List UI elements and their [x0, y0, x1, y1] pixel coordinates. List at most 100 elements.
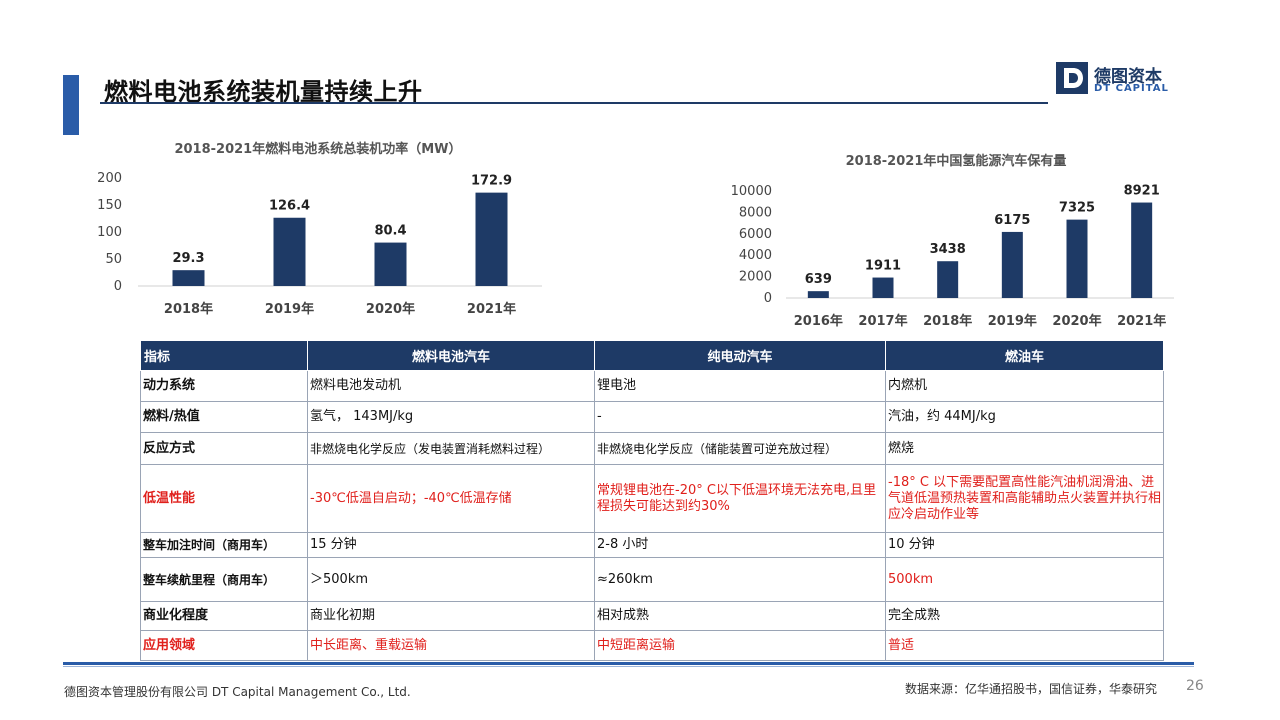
x-category-label: 2021年: [1117, 313, 1166, 329]
cell-ice: -18° C 以下需要配置高性能汽油机润滑油、进气道低温预热装置和高能辅助点火装…: [885, 464, 1164, 533]
header-metric: 指标: [140, 340, 308, 371]
data-label: 639: [805, 272, 832, 287]
table-row: 应用领域 中长距离、重载运输 中短距离运输 普适: [140, 630, 1164, 661]
y-tick-label: 0: [114, 279, 122, 294]
cell-fcv: 15 分钟: [307, 532, 595, 558]
table-row: 动力系统 燃料电池发动机 锂电池 内燃机: [140, 370, 1164, 402]
row-label: 低温性能: [140, 464, 308, 533]
y-tick-label: 8000: [739, 205, 772, 220]
logo-text-en: DT CAPITAL: [1094, 83, 1169, 94]
data-label: 6175: [994, 213, 1030, 228]
y-tick-label: 100: [97, 225, 122, 240]
table-row: 反应方式 非燃烧电化学反应（发电装置消耗燃料过程） 非燃烧电化学反应（储能装置可…: [140, 432, 1164, 465]
cell-ev: 锂电池: [594, 370, 886, 402]
table-row: 燃料/热值 氢气， 143MJ/kg - 汽油，约 44MJ/kg: [140, 401, 1164, 433]
table-row: 低温性能 -30℃低温自启动；-40℃低温存储 常规锂电池在-20° C以下低温…: [140, 464, 1164, 533]
bar: [1001, 231, 1023, 298]
y-tick-label: 0: [764, 291, 772, 306]
cell-ev: -: [594, 401, 886, 433]
table-row: 商业化程度 商业化初期 相对成熟 完全成熟: [140, 601, 1164, 631]
logo-text-cn: 德图资本: [1094, 67, 1162, 87]
data-label: 8921: [1124, 184, 1160, 199]
y-tick-label: 10000: [731, 184, 772, 199]
row-label: 整车加注时间（商用车）: [140, 532, 308, 558]
x-category-label: 2019年: [988, 313, 1037, 329]
cell-ev: 中短距离运输: [594, 630, 886, 661]
x-category-label: 2020年: [1052, 313, 1101, 329]
table-row: 整车续航里程（商用车） ＞500km ≈260km 500km: [140, 557, 1164, 602]
bar: [872, 277, 894, 298]
bar: [273, 217, 306, 286]
header-electric-vehicle: 纯电动汽车: [594, 340, 886, 371]
row-label: 商业化程度: [140, 601, 308, 631]
header-fuel-vehicle: 燃油车: [885, 340, 1164, 371]
cell-ice: 燃烧: [885, 432, 1164, 465]
data-label: 126.4: [269, 199, 310, 214]
x-category-label: 2016年: [794, 313, 843, 329]
footer-company: 德图资本管理股份有限公司 DT Capital Management Co., …: [64, 685, 411, 699]
x-category-label: 2018年: [923, 313, 972, 329]
footer-divider: [63, 662, 1194, 665]
cell-fcv: 非燃烧电化学反应（发电装置消耗燃料过程）: [307, 432, 595, 465]
company-logo: 德图资本 DT CAPITAL: [1056, 62, 1180, 98]
cell-ice: 普适: [885, 630, 1164, 661]
dt-logo-icon: [1056, 62, 1088, 94]
y-tick-label: 4000: [739, 248, 772, 263]
cell-ev: 非燃烧电化学反应（储能装置可逆充放过程）: [594, 432, 886, 465]
cell-ev: ≈260km: [594, 557, 886, 602]
cell-ev: 相对成熟: [594, 601, 886, 631]
title-underline: [100, 102, 1048, 104]
row-label: 反应方式: [140, 432, 308, 465]
title-accent-bar: [63, 75, 79, 135]
cell-fcv: 氢气， 143MJ/kg: [307, 401, 595, 433]
chart-title: 2018-2021年中国氢能源汽车保有量: [846, 153, 1067, 169]
data-label: 7325: [1059, 201, 1095, 216]
header-fuel-cell-vehicle: 燃料电池汽车: [307, 340, 595, 371]
page-number: 26: [1186, 678, 1204, 694]
data-label: 1911: [865, 259, 901, 274]
chart-title: 2018-2021年燃料电池系统总装机功率（MW）: [174, 141, 461, 157]
y-tick-label: 50: [105, 252, 122, 267]
y-tick-label: 6000: [739, 227, 772, 242]
row-label: 整车续航里程（商用车）: [140, 557, 308, 602]
x-category-label: 2021年: [467, 301, 516, 317]
cell-ev: 2-8 小时: [594, 532, 886, 558]
y-tick-label: 150: [97, 198, 122, 213]
cell-ice: 内燃机: [885, 370, 1164, 402]
bar: [374, 242, 407, 286]
chart-fuel-cell-power: 2018-2021年燃料电池系统总装机功率（MW） 0 50 100 150 200 29.…: [90, 130, 560, 325]
table-row: 整车加注时间（商用车） 15 分钟 2-8 小时 10 分钟: [140, 532, 1164, 558]
cell-ice: 汽油，约 44MJ/kg: [885, 401, 1164, 433]
page-title: 燃料电池系统装机量持续上升: [104, 78, 423, 106]
cell-ice: 完全成熟: [885, 601, 1164, 631]
data-label: 29.3: [172, 251, 204, 266]
x-category-label: 2018年: [164, 301, 213, 317]
data-label: 3438: [930, 242, 966, 257]
table-header-row: 指标 燃料电池汽车 纯电动汽车 燃油车: [140, 340, 1164, 371]
row-label: 应用领域: [140, 630, 308, 661]
footer-divider-thin: [63, 666, 1194, 667]
row-label: 燃料/热值: [140, 401, 308, 433]
cell-fcv: 商业化初期: [307, 601, 595, 631]
y-tick-label: 200: [97, 171, 122, 186]
bar: [937, 261, 959, 298]
chart-hydrogen-vehicle-stock: 2018-2021年中国氢能源汽车保有量 0 2000 4000 6000 8000 100…: [720, 145, 1190, 337]
cell-fcv: -30℃低温自启动；-40℃低温存储: [307, 464, 595, 533]
comparison-table: 指标 燃料电池汽车 纯电动汽车 燃油车 动力系统 燃料电池发动机 锂电池 内燃机…: [140, 340, 1164, 661]
footer-source: 数据来源：亿华通招股书，国信证券，华泰研究: [905, 682, 1158, 696]
bar: [172, 270, 205, 286]
cell-ev: 常规锂电池在-20° C以下低温环境无法充电,且里程损失可能达到约30%: [594, 464, 886, 533]
row-label: 动力系统: [140, 370, 308, 402]
cell-fcv: ＞500km: [307, 557, 595, 602]
x-category-label: 2017年: [858, 313, 907, 329]
cell-ice: 500km: [885, 557, 1164, 602]
data-label: 80.4: [374, 224, 406, 239]
cell-fcv: 燃料电池发动机: [307, 370, 595, 402]
y-tick-label: 2000: [739, 270, 772, 285]
bar: [475, 192, 508, 286]
cell-ice: 10 分钟: [885, 532, 1164, 558]
bar: [1131, 202, 1153, 298]
x-category-label: 2019年: [265, 301, 314, 317]
x-category-label: 2020年: [366, 301, 415, 317]
bar: [807, 291, 829, 298]
